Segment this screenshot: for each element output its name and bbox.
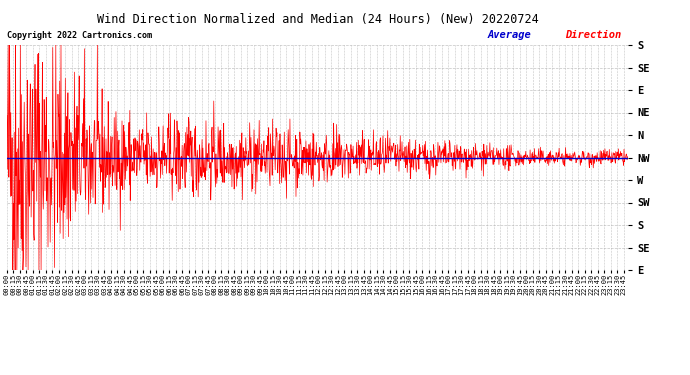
Text: Wind Direction Normalized and Median (24 Hours) (New) 20220724: Wind Direction Normalized and Median (24… [97,13,538,26]
Text: Copyright 2022 Cartronics.com: Copyright 2022 Cartronics.com [7,32,152,40]
Text: Direction: Direction [565,30,622,40]
Text: Average: Average [488,30,538,40]
